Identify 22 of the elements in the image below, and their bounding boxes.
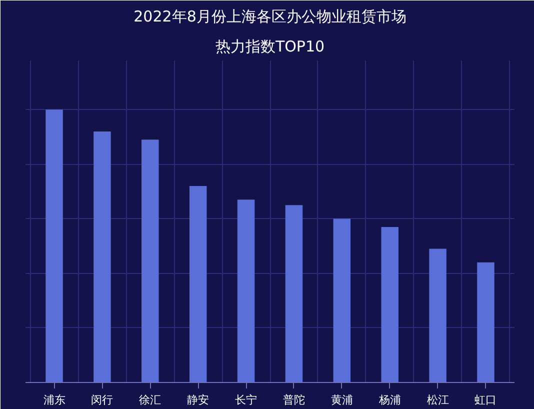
- x-tick-label: 静安: [187, 394, 210, 406]
- bar: [46, 110, 63, 382]
- bar: [477, 262, 494, 382]
- x-tick-label: 杨浦: [378, 394, 401, 406]
- bar: [142, 140, 159, 382]
- x-tick-label: 普陀: [282, 394, 305, 406]
- x-tick-label: 长宁: [235, 394, 258, 406]
- x-tick-label: 虹口: [474, 394, 497, 406]
- bar: [429, 248, 446, 382]
- bar: [381, 226, 398, 382]
- x-tick-label: 浦东: [43, 394, 66, 406]
- x-tick-label: 闵行: [91, 394, 114, 406]
- x-tick-label: 松江: [426, 394, 449, 406]
- chart-subtitle: 热力指数TOP10: [215, 38, 325, 56]
- chart-title: 2022年8月份上海各区办公物业租赁市场: [134, 8, 406, 26]
- bar: [237, 200, 255, 382]
- bar: [189, 186, 207, 382]
- x-tick-label: 黄浦: [330, 394, 353, 406]
- x-tick-label: 徐汇: [139, 394, 162, 406]
- bar: [285, 205, 303, 382]
- bar: [333, 218, 351, 382]
- bar: [94, 131, 111, 382]
